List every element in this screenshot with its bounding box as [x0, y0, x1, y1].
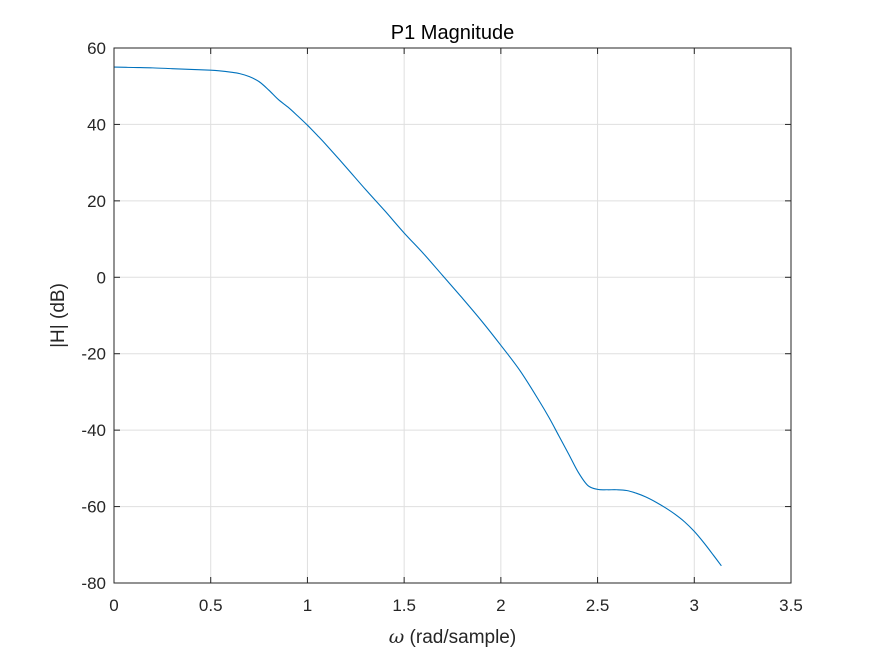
y-tick-label: 40 — [87, 115, 106, 134]
x-tick-label: 0 — [109, 596, 118, 615]
x-tick-label: 1.5 — [392, 596, 416, 615]
chart-title: P1 Magnitude — [391, 22, 514, 44]
y-tick-label: -60 — [81, 498, 106, 517]
x-axis-label: ω (rad/sample) — [389, 626, 516, 648]
grid — [113, 47, 792, 584]
y-tick-label: 60 — [87, 39, 106, 58]
x-axis-label-text: (rad/sample) — [404, 627, 516, 648]
y-axis-label: |H| (dB) — [48, 283, 69, 348]
x-tick-label: 3 — [690, 596, 699, 615]
y-tick-label: 0 — [97, 268, 106, 287]
x-tick-label: 2 — [496, 596, 505, 615]
x-tick-label: 2.5 — [586, 596, 610, 615]
axes-box — [113, 47, 792, 584]
ticks: 0 0.5 1 1.5 2 2.5 3 3.5 -80 -60 -40 -20 0 20 40 60 — [81, 39, 802, 615]
y-tick-label: 20 — [87, 192, 106, 211]
x-tick-label: 3.5 — [779, 596, 803, 615]
omega-symbol: ω — [389, 626, 405, 648]
series-line-p1 — [113, 66, 722, 567]
x-tick-label: 0.5 — [199, 596, 223, 615]
x-tick-label: 1 — [303, 596, 312, 615]
y-tick-label: -40 — [81, 421, 106, 440]
plot-lines — [113, 66, 722, 567]
y-tick-label: -80 — [81, 574, 106, 593]
y-tick-label: -20 — [81, 345, 106, 364]
